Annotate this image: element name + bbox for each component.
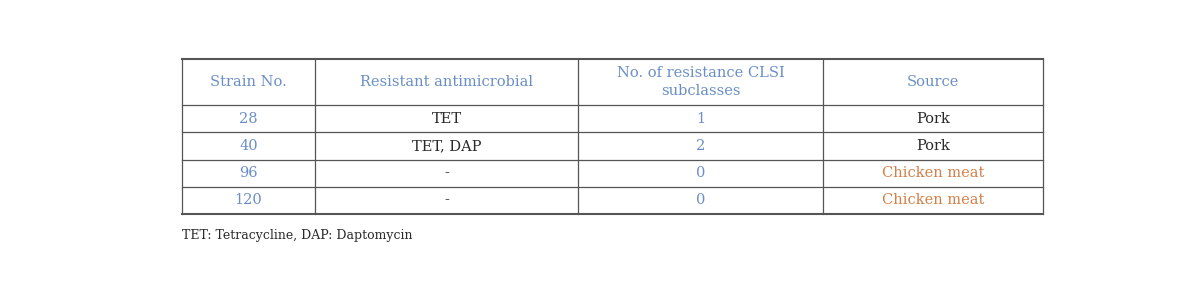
Text: -: - (445, 166, 449, 180)
Text: Chicken meat: Chicken meat (882, 193, 985, 207)
Text: 120: 120 (234, 193, 263, 207)
Text: TET, DAP: TET, DAP (412, 139, 482, 153)
Text: Strain No.: Strain No. (210, 75, 287, 89)
Text: TET: TET (431, 112, 461, 126)
Text: -: - (445, 193, 449, 207)
Text: No. of resistance CLSI
subclasses: No. of resistance CLSI subclasses (617, 66, 785, 98)
Text: 0: 0 (695, 193, 705, 207)
Text: Pork: Pork (917, 139, 950, 153)
Text: Source: Source (907, 75, 960, 89)
Text: 2: 2 (697, 139, 705, 153)
Text: 96: 96 (239, 166, 258, 180)
Text: TET: Tetracycline, DAP: Daptomycin: TET: Tetracycline, DAP: Daptomycin (182, 229, 412, 242)
Text: 1: 1 (697, 112, 705, 126)
Text: 40: 40 (239, 139, 258, 153)
Text: Chicken meat: Chicken meat (882, 166, 985, 180)
Text: 0: 0 (695, 166, 705, 180)
Text: Pork: Pork (917, 112, 950, 126)
Text: 28: 28 (239, 112, 258, 126)
Text: Resistant antimicrobial: Resistant antimicrobial (360, 75, 533, 89)
